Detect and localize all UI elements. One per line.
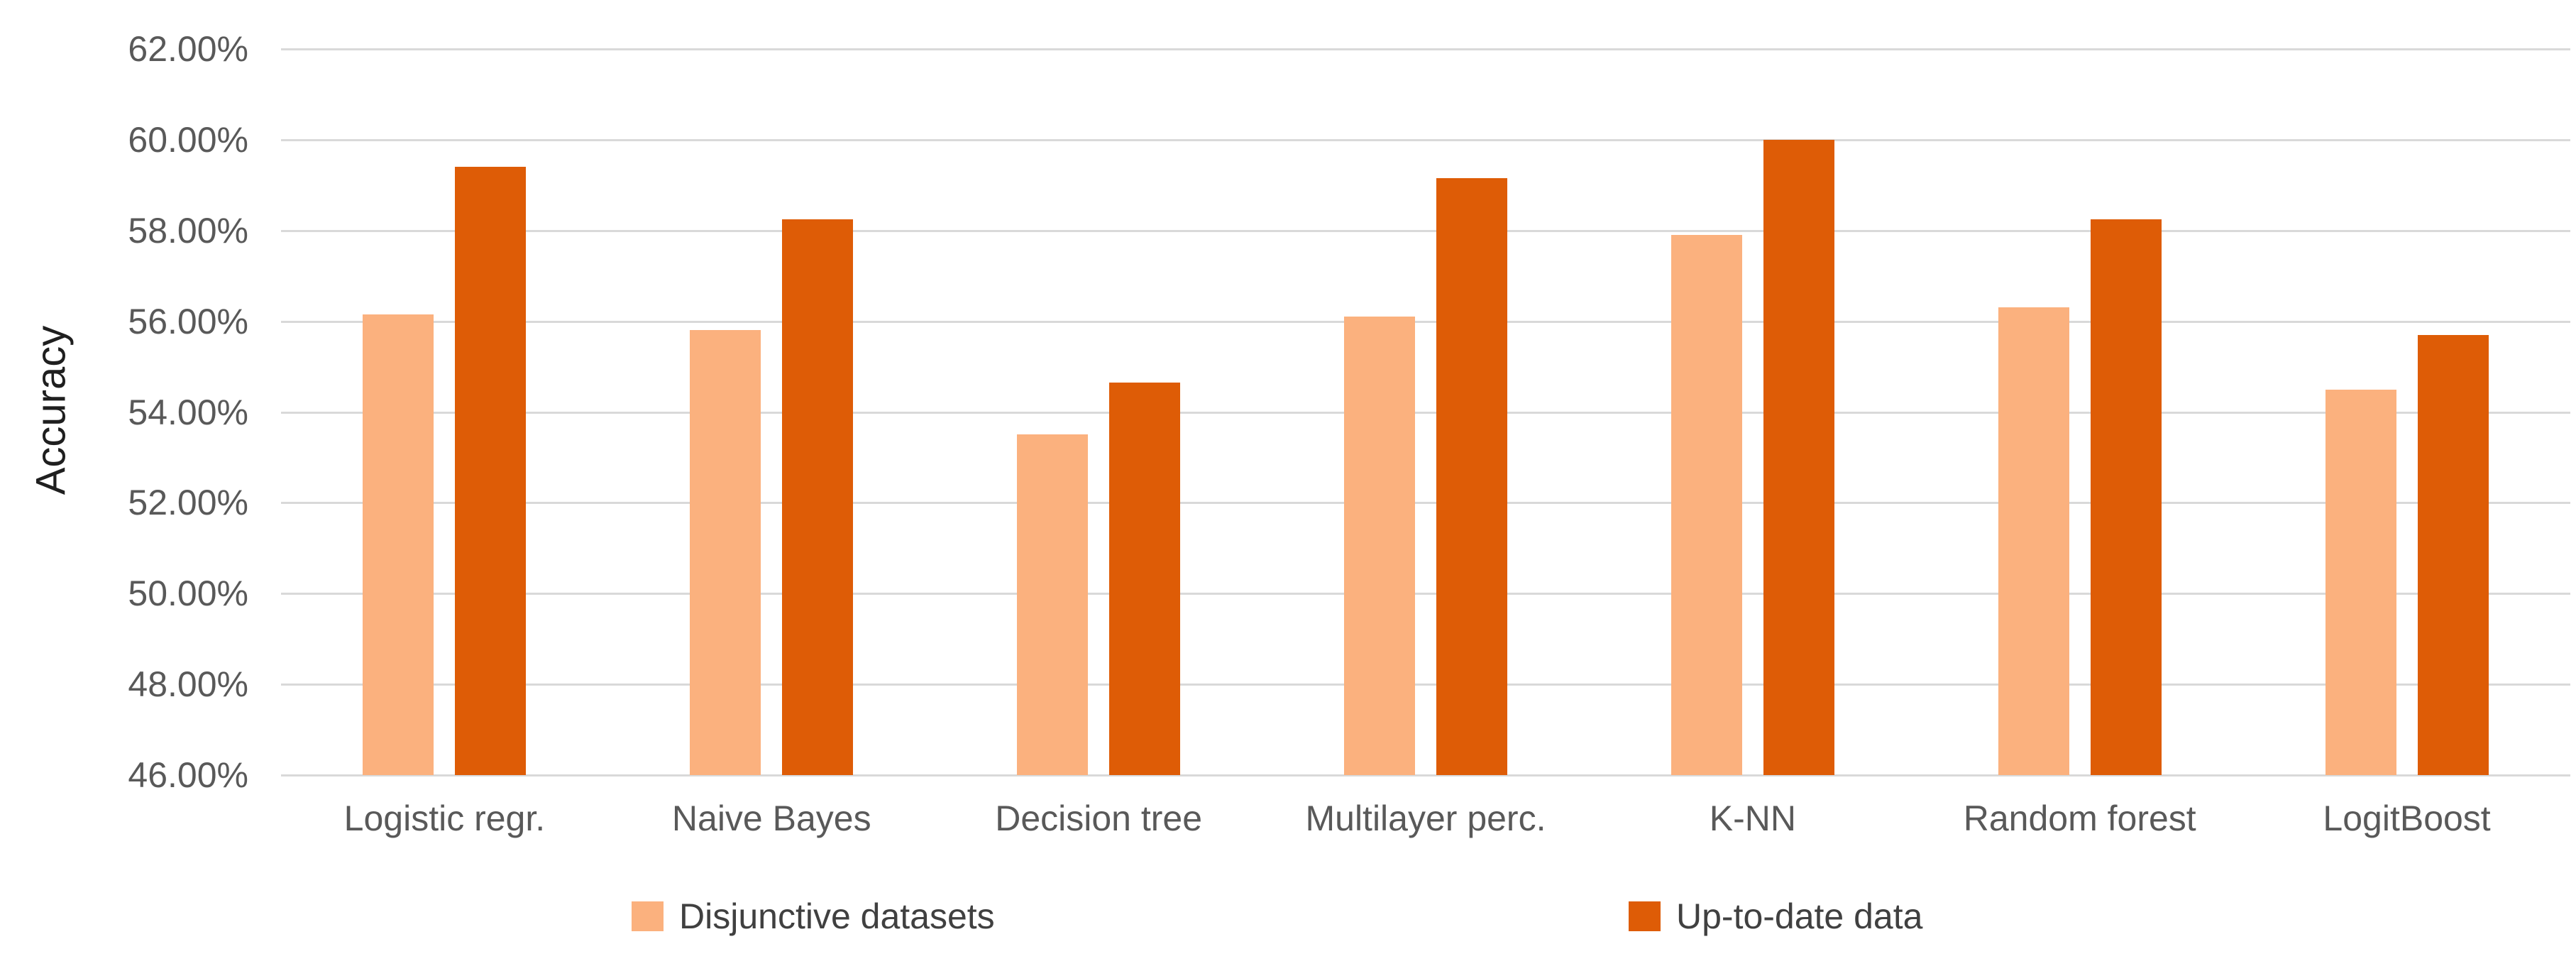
- up-to-date-data-bar: [782, 219, 854, 775]
- up-to-date-data-bar: [1109, 382, 1181, 775]
- x-category-label: LogitBoost: [2323, 798, 2491, 838]
- x-category-label: Multilayer perc.: [1305, 798, 1546, 838]
- disjunctive-datasets-bar: [1017, 434, 1089, 775]
- x-category-label: Naive Bayes: [671, 798, 871, 838]
- x-category-label: Random forest: [1963, 798, 2196, 838]
- y-tick-label: 58.00%: [128, 210, 248, 251]
- disjunctive-datasets-bar: [1344, 317, 1415, 775]
- up-to-date-data-bar: [2417, 334, 2489, 775]
- up-to-date-data-bar: [1436, 178, 1507, 775]
- plot-area: [281, 48, 2570, 776]
- x-category-label: K-NN: [1709, 798, 1796, 838]
- disjunctive-datasets-bar: [363, 314, 434, 775]
- disjunctive-datasets-bar: [690, 330, 761, 775]
- legend-item-disjunctive-datasets: Disjunctive datasets: [632, 896, 995, 937]
- gridline: [281, 48, 2570, 50]
- up-to-date-data-bar: [455, 167, 527, 775]
- gridline: [281, 684, 2570, 686]
- y-tick-label: 60.00%: [128, 119, 248, 160]
- y-tick-label: 56.00%: [128, 301, 248, 341]
- legend-swatch-up-to-date-data: [1629, 901, 1661, 931]
- x-category-label: Logistic regr.: [343, 798, 546, 838]
- gridline: [281, 320, 2570, 323]
- legend-label-disjunctive-datasets: Disjunctive datasets: [679, 896, 995, 936]
- gridline: [281, 138, 2570, 141]
- gridline: [281, 502, 2570, 505]
- legend-item-up-to-date-data: Up-to-date data: [1629, 896, 1922, 937]
- legend-swatch-disjunctive-datasets: [632, 901, 664, 931]
- gridline: [281, 774, 2570, 776]
- gridline: [281, 593, 2570, 595]
- y-tick-label: 52.00%: [128, 483, 248, 523]
- gridline: [281, 229, 2570, 232]
- up-to-date-data-bar: [1763, 139, 1834, 775]
- y-tick-label: 48.00%: [128, 664, 248, 705]
- up-to-date-data-bar: [2090, 219, 2162, 775]
- gridline: [281, 411, 2570, 414]
- legend-label-up-to-date-data: Up-to-date data: [1676, 896, 1923, 936]
- disjunctive-datasets-bar: [1998, 307, 2069, 775]
- y-tick-label: 54.00%: [128, 392, 248, 432]
- y-tick-label: 50.00%: [128, 573, 248, 614]
- disjunctive-datasets-bar: [2325, 389, 2396, 775]
- disjunctive-datasets-bar: [1670, 235, 1742, 775]
- y-tick-label: 62.00%: [128, 29, 248, 69]
- y-tick-label: 46.00%: [128, 755, 248, 795]
- x-category-label: Decision tree: [995, 798, 1203, 838]
- legend: Disjunctive datasets Up-to-date data: [0, 896, 2576, 953]
